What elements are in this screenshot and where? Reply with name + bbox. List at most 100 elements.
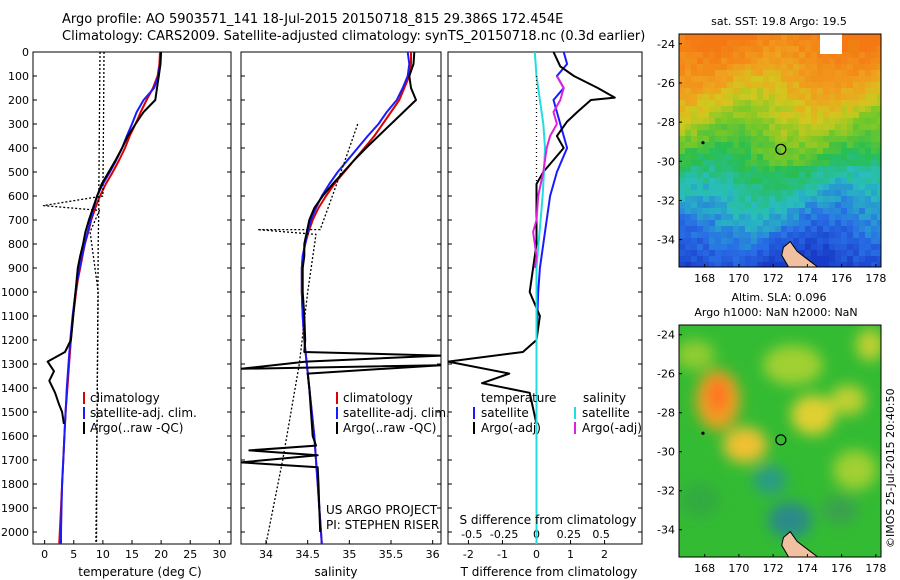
sst-cell — [781, 136, 787, 142]
sst-cell — [823, 178, 829, 184]
sst-cell — [799, 142, 805, 148]
sst-cell — [769, 160, 775, 166]
sst-cell — [727, 196, 733, 202]
sst-cell — [877, 70, 881, 76]
sst-cell — [691, 178, 697, 184]
sst-cell — [877, 262, 881, 267]
sst-cell — [715, 58, 721, 64]
sst-cell — [793, 232, 799, 238]
sst-cell — [823, 118, 829, 124]
sst-cell — [835, 214, 841, 220]
sst-cell — [853, 118, 859, 124]
sst-cell — [703, 34, 709, 40]
sst-cell — [769, 154, 775, 160]
sst-cell — [823, 262, 829, 267]
sst-cell — [811, 166, 817, 172]
sst-cell — [823, 166, 829, 172]
sst-cell — [703, 190, 709, 196]
sst-cell — [817, 118, 823, 124]
sst-cell — [715, 142, 721, 148]
sst-cell — [739, 136, 745, 142]
sst-cell — [877, 220, 881, 226]
sst-cell — [877, 40, 881, 46]
sst-cell — [775, 190, 781, 196]
difference-s-tick-label: -0.25 — [490, 528, 518, 541]
sst-cell — [721, 232, 727, 238]
sst-cell — [685, 232, 691, 238]
sst-cell — [829, 232, 835, 238]
legend-t-satellite-label: satellite — [481, 406, 529, 420]
sst-cell — [847, 100, 853, 106]
sst-cell — [727, 178, 733, 184]
sst-cell — [769, 172, 775, 178]
sst-cell — [787, 172, 793, 178]
sst-cell — [703, 64, 709, 70]
sst-cell — [865, 214, 871, 220]
sst-cell — [697, 136, 703, 142]
sst-cell — [859, 256, 865, 262]
sst-cell — [871, 262, 877, 267]
depth-tick-label: 800 — [8, 238, 29, 251]
sst-cell — [871, 244, 877, 250]
sst-cell — [835, 112, 841, 118]
sst-cell — [679, 226, 685, 232]
difference-xtick-label: -1 — [497, 548, 508, 561]
sst-cell — [877, 58, 881, 64]
sst-cell — [835, 238, 841, 244]
sst-map-panel: sat. SST: 19.8 Argo: 19.5 168 170 172 174 17… — [657, 15, 886, 285]
sst-cell — [829, 244, 835, 250]
sst-cell — [739, 142, 745, 148]
sst-cell — [703, 142, 709, 148]
sst-cell — [727, 148, 733, 154]
sst-cell — [799, 136, 805, 142]
sst-cell — [829, 190, 835, 196]
depth-tick-label: 1000 — [1, 286, 29, 299]
sst-cell — [799, 172, 805, 178]
sst-cell — [847, 82, 853, 88]
sst-cell — [793, 226, 799, 232]
sst-cell — [751, 34, 757, 40]
sst-cell — [805, 232, 811, 238]
sst-cell — [763, 100, 769, 106]
sst-cell — [853, 220, 859, 226]
sst-cell — [871, 214, 877, 220]
sst-cell — [745, 244, 751, 250]
sst-cell — [811, 142, 817, 148]
sst-cell — [763, 208, 769, 214]
sst-cell — [703, 178, 709, 184]
sst-cell — [709, 220, 715, 226]
sst-cell — [739, 214, 745, 220]
sst-cell — [775, 250, 781, 256]
sst-cell — [853, 166, 859, 172]
sst-cell — [865, 136, 871, 142]
sla-land — [701, 431, 819, 557]
sst-cell — [715, 220, 721, 226]
sst-cell — [793, 88, 799, 94]
sst-cell — [799, 64, 805, 70]
sst-cell — [703, 238, 709, 244]
sst-cell — [793, 154, 799, 160]
sst-cell — [817, 202, 823, 208]
sst-cell — [703, 184, 709, 190]
difference-panel: -2 -1 0 1 2-0.5 -0.25 0 0.25 0.5 temperature sal… — [447, 51, 643, 579]
sst-cell — [853, 100, 859, 106]
sst-cell — [877, 172, 881, 178]
sst-cell — [799, 202, 805, 208]
sst-cell — [805, 106, 811, 112]
sst-cell — [697, 184, 703, 190]
sst-cell — [787, 136, 793, 142]
sst-cell — [715, 46, 721, 52]
sst-cell — [679, 148, 685, 154]
sst-cell — [757, 34, 763, 40]
sst-cell — [757, 244, 763, 250]
sst-cell — [877, 154, 881, 160]
sst-cell — [841, 148, 847, 154]
sst-cell — [721, 124, 727, 130]
sst-cell — [871, 196, 877, 202]
sst-cell — [697, 76, 703, 82]
sst-cell — [721, 76, 727, 82]
sst-cell — [835, 142, 841, 148]
sst-cell — [811, 94, 817, 100]
sst-cell — [745, 208, 751, 214]
sst-cell — [733, 154, 739, 160]
